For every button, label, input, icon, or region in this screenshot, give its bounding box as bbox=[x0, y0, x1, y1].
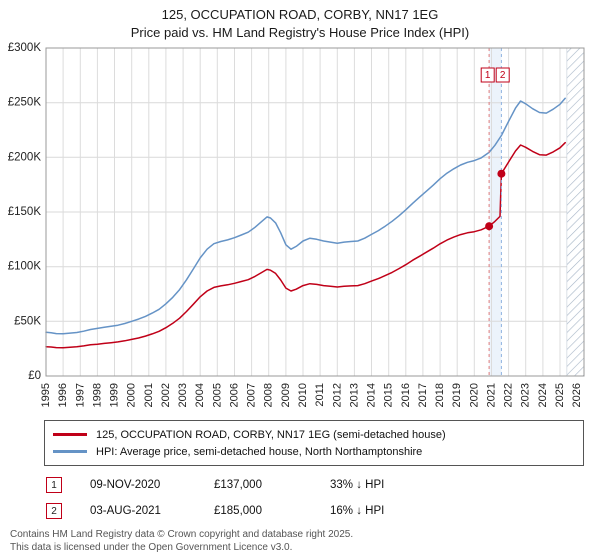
hpi-line bbox=[45, 97, 566, 335]
x-axis-label: 2001 bbox=[143, 383, 155, 407]
x-axis-label: 2016 bbox=[400, 383, 412, 407]
legend-swatch-hpi bbox=[53, 450, 87, 454]
x-axis-label: 2009 bbox=[280, 383, 292, 407]
transaction-row: 1 09-NOV-2020 £137,000 33% ↓ HPI bbox=[46, 477, 600, 494]
page-title: 125, OCCUPATION ROAD, CORBY, NN17 1EG bbox=[161, 7, 439, 22]
x-axis-label: 2021 bbox=[486, 383, 498, 407]
chart-header: 125, OCCUPATION ROAD, CORBY, NN17 1EG Pr… bbox=[0, 0, 600, 42]
x-axis-label: 2015 bbox=[383, 383, 395, 407]
sale-marker bbox=[497, 170, 506, 179]
x-axis-label: 2025 bbox=[554, 383, 566, 407]
x-axis-label: 2007 bbox=[246, 383, 258, 407]
x-axis-label: 2010 bbox=[297, 383, 309, 407]
x-axis-label: 2017 bbox=[417, 383, 429, 407]
legend-label-hpi: HPI: Average price, semi-detached house,… bbox=[96, 445, 423, 458]
page-subtitle: Price paid vs. HM Land Registry's House … bbox=[130, 25, 470, 41]
x-axis-label: 2023 bbox=[520, 383, 532, 407]
footer-line2: This data is licensed under the Open Gov… bbox=[10, 541, 293, 553]
y-axis-label: £50K bbox=[14, 316, 41, 328]
price-chart: 1 2 £0 £50K £100K £150K £200K £250K £300K 1995 199… bbox=[8, 42, 585, 408]
chart-annotation-label: 1 bbox=[485, 70, 491, 81]
x-axis-label: 2005 bbox=[211, 383, 223, 407]
x-axis-label: 2012 bbox=[331, 383, 343, 407]
x-axis-label: 1996 bbox=[57, 383, 69, 407]
transaction-table: 1 09-NOV-2020 £137,000 33% ↓ HPI 2 03-AU… bbox=[46, 477, 600, 520]
x-axis-label: 2020 bbox=[468, 383, 480, 407]
footer-line1: Contains HM Land Registry data © Crown c… bbox=[10, 529, 354, 541]
x-axis-label: 1999 bbox=[109, 383, 121, 407]
x-axis-label: 2013 bbox=[348, 383, 360, 407]
chart-annotation-box bbox=[495, 67, 510, 83]
x-axis-label: 2003 bbox=[177, 383, 189, 407]
x-axis-label: 2022 bbox=[503, 383, 515, 407]
tx-number-badge: 1 bbox=[46, 477, 62, 494]
transaction-row: 2 03-AUG-2021 £185,000 16% ↓ HPI bbox=[46, 503, 600, 520]
x-axis-label: 2026 bbox=[571, 383, 583, 407]
tx-hpi-diff: 33% ↓ HPI bbox=[330, 479, 385, 492]
tx-date: 03-AUG-2021 bbox=[90, 505, 161, 518]
property-price-line bbox=[45, 142, 566, 349]
tx-price: £185,000 bbox=[214, 505, 262, 518]
x-axis-label: 2018 bbox=[434, 383, 446, 407]
legend-item-property: 125, OCCUPATION ROAD, CORBY, NN17 1EG (s… bbox=[53, 426, 575, 443]
y-axis-label: £250K bbox=[8, 97, 42, 109]
x-axis-label: 2002 bbox=[160, 383, 172, 407]
x-axis-label: 2008 bbox=[263, 383, 275, 407]
tx-number-badge: 2 bbox=[46, 503, 62, 520]
future-hatch-region bbox=[566, 48, 585, 377]
copyright-footer: Contains HM Land Registry data © Crown c… bbox=[10, 529, 600, 554]
x-axis-label: 2019 bbox=[451, 383, 463, 407]
x-axis-label: 2014 bbox=[366, 383, 378, 407]
chart-annotation-label: 2 bbox=[500, 70, 506, 81]
x-axis-label: 1997 bbox=[74, 383, 86, 407]
x-axis-label: 1998 bbox=[91, 383, 103, 407]
legend-label-property: 125, OCCUPATION ROAD, CORBY, NN17 1EG (s… bbox=[96, 428, 446, 441]
sale-marker bbox=[485, 222, 494, 231]
chart-annotation-box bbox=[480, 67, 495, 83]
legend-swatch-property bbox=[53, 433, 87, 437]
y-axis-label: £150K bbox=[8, 206, 42, 218]
tx-price: £137,000 bbox=[214, 479, 262, 492]
x-axis-label: 2011 bbox=[314, 383, 326, 407]
tx-hpi-diff: 16% ↓ HPI bbox=[330, 505, 385, 518]
x-axis-label: 2000 bbox=[126, 383, 138, 407]
tx-date: 09-NOV-2020 bbox=[90, 479, 161, 492]
chart-legend: 125, OCCUPATION ROAD, CORBY, NN17 1EG (s… bbox=[44, 420, 584, 467]
x-axis-label: 2004 bbox=[194, 383, 206, 407]
x-axis-label: 1995 bbox=[40, 383, 52, 407]
x-axis-label: 2006 bbox=[229, 383, 241, 407]
y-axis-label: £300K bbox=[8, 42, 42, 54]
legend-item-hpi: HPI: Average price, semi-detached house,… bbox=[53, 443, 575, 460]
y-axis-label: £0 bbox=[28, 370, 41, 382]
x-axis-label: 2024 bbox=[537, 383, 549, 407]
y-axis-label: £200K bbox=[8, 152, 42, 164]
y-axis-label: £100K bbox=[8, 261, 42, 273]
